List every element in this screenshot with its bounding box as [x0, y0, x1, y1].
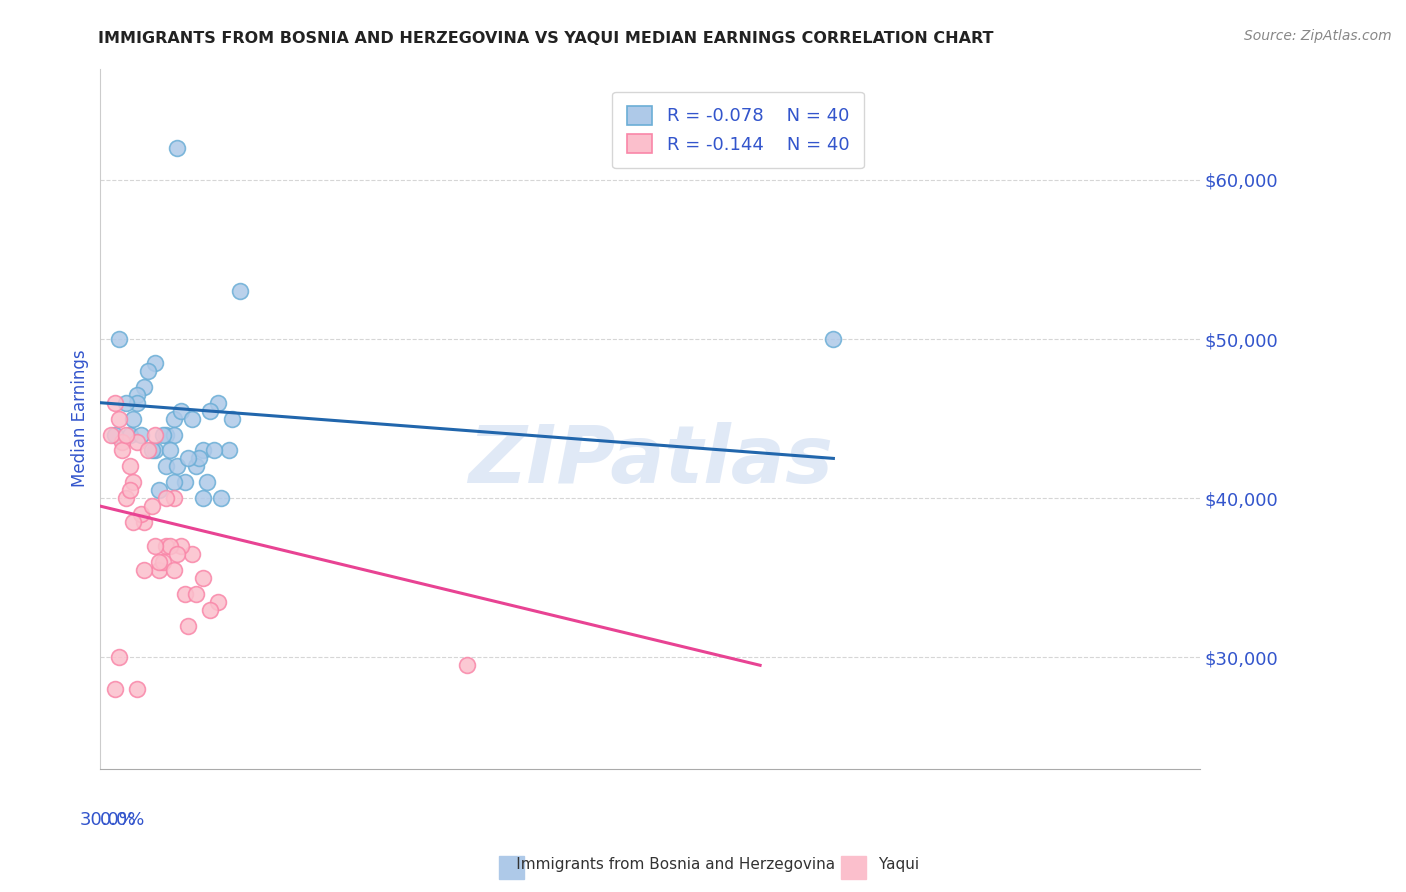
Point	[170, 539, 193, 553]
Point	[152, 555, 174, 569]
Point	[134, 380, 156, 394]
Point	[200, 403, 222, 417]
Point	[159, 443, 181, 458]
Point	[141, 499, 163, 513]
Point	[170, 403, 193, 417]
Point	[163, 491, 186, 506]
Point	[107, 650, 129, 665]
Point	[163, 411, 186, 425]
Point	[104, 395, 127, 409]
Point	[100, 427, 122, 442]
Point	[125, 682, 148, 697]
Point	[143, 539, 166, 553]
Point	[143, 427, 166, 442]
Point	[163, 427, 186, 442]
Point	[143, 443, 166, 458]
Point	[115, 395, 138, 409]
Point	[166, 141, 188, 155]
Point	[129, 507, 152, 521]
Point	[148, 483, 170, 498]
Point	[115, 427, 138, 442]
Point	[181, 411, 204, 425]
Point	[134, 515, 156, 529]
Point	[184, 459, 207, 474]
Text: 0.0%: 0.0%	[100, 811, 146, 829]
Point	[134, 563, 156, 577]
Point	[209, 491, 232, 506]
Point	[125, 395, 148, 409]
Point	[122, 411, 145, 425]
Text: IMMIGRANTS FROM BOSNIA AND HERZEGOVINA VS YAQUI MEDIAN EARNINGS CORRELATION CHAR: IMMIGRANTS FROM BOSNIA AND HERZEGOVINA V…	[98, 31, 994, 46]
Point	[166, 459, 188, 474]
Legend: R = -0.078    N = 40, R = -0.144    N = 40: R = -0.078 N = 40, R = -0.144 N = 40	[613, 92, 863, 169]
Point	[125, 388, 148, 402]
Point	[111, 443, 134, 458]
Text: Source: ZipAtlas.com: Source: ZipAtlas.com	[1244, 29, 1392, 43]
Point	[104, 427, 127, 442]
Point	[191, 443, 214, 458]
Point	[111, 435, 134, 450]
Text: Immigrants from Bosnia and Herzegovina         Yaqui: Immigrants from Bosnia and Herzegovina Y…	[486, 857, 920, 872]
Point	[177, 618, 200, 632]
Point	[122, 515, 145, 529]
Point	[207, 395, 229, 409]
Point	[125, 435, 148, 450]
Point	[152, 427, 174, 442]
Point	[200, 602, 222, 616]
Point	[155, 459, 177, 474]
Point	[107, 411, 129, 425]
Point	[221, 411, 243, 425]
Text: 30.0%: 30.0%	[80, 811, 136, 829]
Point	[141, 443, 163, 458]
Text: ZIPatlas: ZIPatlas	[468, 422, 832, 500]
Point	[191, 571, 214, 585]
Point	[173, 587, 195, 601]
Point	[155, 491, 177, 506]
Point	[166, 547, 188, 561]
Point	[143, 356, 166, 370]
Point	[115, 491, 138, 506]
Point	[188, 451, 211, 466]
Point	[129, 427, 152, 442]
Point	[104, 682, 127, 697]
Point	[118, 459, 141, 474]
Point	[181, 547, 204, 561]
Point	[218, 443, 240, 458]
Point	[122, 475, 145, 490]
Point	[136, 443, 159, 458]
Point	[163, 475, 186, 490]
Point	[118, 483, 141, 498]
Point	[107, 332, 129, 346]
Point	[184, 587, 207, 601]
Point	[177, 451, 200, 466]
Y-axis label: Median Earnings: Median Earnings	[72, 350, 89, 487]
Point	[456, 658, 478, 673]
Point	[195, 475, 218, 490]
Point	[148, 555, 170, 569]
Point	[148, 563, 170, 577]
Point	[163, 563, 186, 577]
Point	[159, 539, 181, 553]
Point	[118, 427, 141, 442]
Point	[228, 285, 250, 299]
Point	[191, 491, 214, 506]
Point	[207, 594, 229, 608]
Point	[136, 364, 159, 378]
Point	[155, 539, 177, 553]
Point	[173, 475, 195, 490]
Point	[155, 427, 177, 442]
Point	[823, 332, 845, 346]
Point	[202, 443, 225, 458]
